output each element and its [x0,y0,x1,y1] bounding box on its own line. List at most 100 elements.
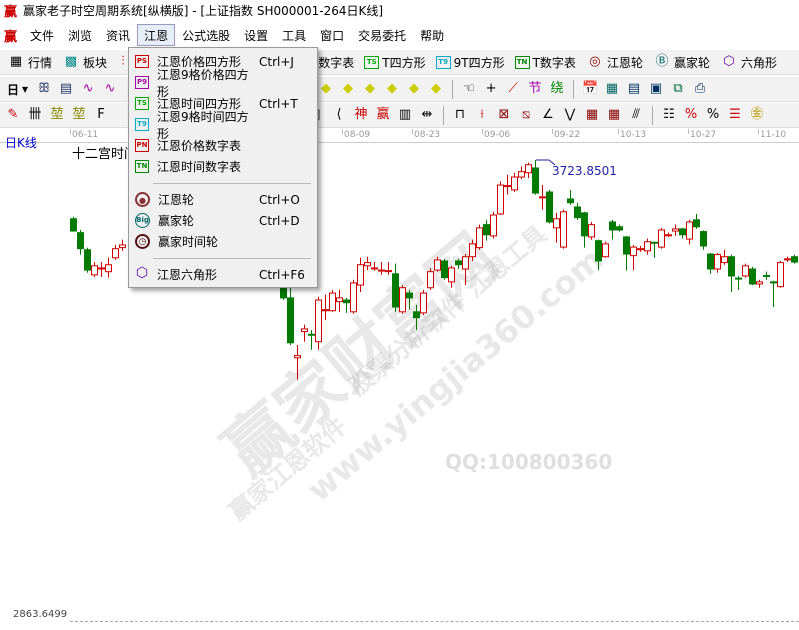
ruler-icon[interactable]: ☷ [663,107,675,122]
calendar-icon[interactable]: 📅 [581,81,599,96]
percent-levels-icon[interactable]: ☰ [729,107,741,122]
9t-square-label: 9T四方形 [453,55,505,70]
menu-file[interactable]: 文件 [30,29,55,43]
t9-icon: T9 [435,55,451,69]
candle-body-up [672,228,679,232]
gold-ratio2-icon[interactable]: 堃 [72,107,86,122]
arrow-cross-diamond-icon[interactable]: ◆ [409,81,420,96]
menu-item-hexagon[interactable]: ⬡ 江恩六角形 Ctrl+F6 [129,264,317,285]
candle-body-up [350,282,357,313]
calculator-icon[interactable]: ▦ [605,81,619,96]
cell-grid2-icon[interactable]: ▦ [607,107,621,122]
candle [595,239,602,271]
wave3-icon[interactable]: ∿ [82,81,94,96]
menu-item-price-square[interactable]: PS 江恩价格四方形 Ctrl+J [129,51,317,72]
notes-icon[interactable]: ▤ [627,81,641,96]
wave9-icon[interactable]: ∿ [104,81,116,96]
cell-grid-icon[interactable]: ▦ [585,107,599,122]
menu-item-big-wheel[interactable]: Big 赢家轮 Ctrl+D [129,210,317,231]
width-icon[interactable]: ⇹ [421,107,433,122]
candle [707,252,714,274]
arrow-in-diamond-icon[interactable]: ◆ [387,81,398,96]
percent-icon[interactable]: % [706,107,720,122]
menu-item-9-time-square[interactable]: T9 江恩9格时间四方形 [129,110,317,141]
big-wheel-button[interactable]: Ⓑ 赢家轮 [650,52,713,73]
gold-ratio-icon[interactable]: 堃 [50,107,64,122]
multi-line-icon[interactable]: ⫻ [632,107,640,122]
p-number-table-label: P数字表 [311,55,355,70]
gold-coin-icon[interactable]: ㊎ [750,107,764,122]
menu-window[interactable]: 窗口 [320,29,345,43]
menu-item-time-square[interactable]: TS 江恩时间四方形 Ctrl+T [129,93,317,114]
parallel-lines-icon[interactable]: 卌 [28,107,42,122]
candle [413,304,420,330]
menu-item-time-number-table[interactable]: TN 江恩时间数字表 [129,156,317,177]
quote-label: 行情 [28,55,53,70]
candle [770,280,777,307]
rect-icon[interactable]: ⊓ [454,107,466,122]
t-number-table-label: T数字表 [532,55,576,70]
print-icon[interactable]: ⎙ [694,81,706,96]
v-line-icon[interactable]: ⋁ [564,107,576,122]
candle-body-up [91,265,98,276]
pattern-icon[interactable]: ꕥ [38,81,51,96]
angle-icon[interactable]: ⟨ [336,107,342,122]
sector-button[interactable]: ▩ 板块 [59,52,110,73]
network-icon[interactable]: ⧉ [673,81,683,96]
fan-icon[interactable]: ⟊ [480,107,484,122]
angle-line-icon[interactable]: ∠ [542,107,554,122]
arrow-diamond-icon[interactable]: ◆ [321,81,332,96]
candle [336,289,343,312]
period-chart-label: 日K线 [5,136,37,150]
menu-tools[interactable]: 工具 [282,29,307,43]
hexagon-button[interactable]: ⬡ 六角形 [717,52,780,73]
menu-item-gann-wheel[interactable]: ● 江恩轮 Ctrl+O [129,189,317,210]
t-square-button[interactable]: TS T四方形 [361,52,428,73]
t-number-table-button[interactable]: TN T数字表 [512,52,579,73]
candle [119,239,126,251]
menu-news[interactable]: 资讯 [106,29,131,43]
menu-item-price-number-table[interactable]: PN 江恩价格数字表 [129,135,317,156]
menu-item-time-wheel[interactable]: ◷ 赢家时间轮 [129,231,317,252]
save-icon[interactable]: ▣ [649,81,663,96]
fib-f-icon[interactable]: F [97,107,105,122]
ying-icon[interactable]: 赢 [376,107,390,122]
menu-help[interactable]: 帮助 [420,29,445,43]
menu-formula[interactable]: 公式选股 [182,29,231,43]
grid-lines-icon[interactable]: ▥ [398,107,412,122]
menu-item-9-price-square[interactable]: P9 江恩9格价格四方形 [129,68,317,99]
percent-line-icon[interactable]: % [684,107,698,122]
arrow-right-diamond-icon[interactable]: ◆ [343,81,354,96]
menu-trade[interactable]: 交易委托 [358,29,407,43]
quote-button[interactable]: ▦ 行情 [4,52,55,73]
candle [525,162,532,179]
arrow-all-diamond-icon[interactable]: ◆ [431,81,442,96]
ps-icon: PS [135,55,149,68]
pencil-icon[interactable]: ✎ [7,107,19,122]
candle-icon[interactable]: ⫶ [121,54,125,69]
candle-body-up [329,292,336,312]
date-label: 08-09 [344,130,371,140]
9t-square-button[interactable]: T9 9T四方形 [433,52,508,73]
menu-settings[interactable]: 设置 [244,29,269,43]
line-icon[interactable]: ⟋ [508,81,518,96]
big-wheel-icon: Big [135,213,150,228]
shen-icon[interactable]: 神 [354,107,368,122]
menu-browse[interactable]: 浏览 [68,29,93,43]
menu-jiangen[interactable]: 江恩 [137,24,176,46]
wave-pattern-icon[interactable]: 绕 [550,81,564,96]
section-icon[interactable]: 节 [528,81,542,96]
candle [714,252,721,273]
candle [616,224,623,232]
document-icon[interactable]: ▤ [59,81,73,96]
candle-body-up [714,254,721,270]
menubar-logo[interactable]: 赢 [4,29,18,45]
crosshair-icon[interactable]: + [485,81,497,96]
arrow-both-diamond-icon[interactable]: ◆ [365,81,376,96]
gann-wheel-button[interactable]: ◎ 江恩轮 [583,52,646,73]
period-dropdown[interactable]: 日 ▾ [4,79,31,100]
hand-icon[interactable]: ☜ [463,81,475,96]
gann-box-icon[interactable]: ⊠ [498,107,510,122]
gann-grid-icon[interactable]: ⧅ [521,107,531,122]
